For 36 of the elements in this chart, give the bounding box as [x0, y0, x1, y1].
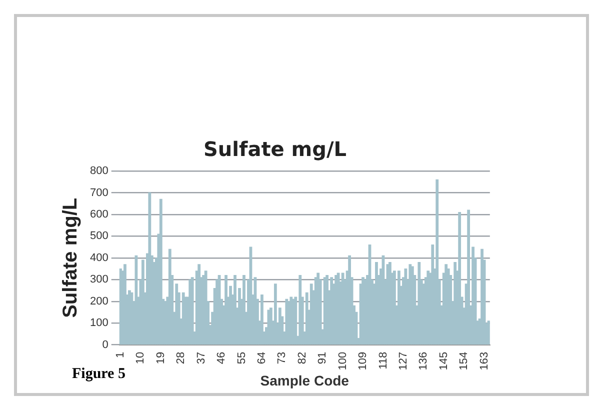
bar	[134, 255, 138, 345]
x-tick-label: 1	[114, 352, 127, 358]
y-tick-label: 100	[90, 317, 108, 330]
x-tick-label: 118	[377, 352, 390, 370]
chart-title: Sulfate mg/L	[204, 137, 347, 162]
y-tick-label: 200	[90, 295, 108, 308]
y-tick-label: 400	[90, 252, 108, 264]
x-tick-label: 28	[175, 352, 188, 364]
y-tick-label: 600	[90, 208, 108, 220]
x-tick-label: 100	[336, 352, 349, 370]
caption: Figure 5	[72, 366, 126, 383]
bar	[159, 198, 162, 345]
y-tick-label: 300	[90, 274, 108, 286]
x-tick-label: 64	[256, 352, 268, 364]
x-tick-label: 163	[478, 352, 490, 370]
bar	[148, 192, 152, 345]
x-tick-label: 55	[236, 352, 248, 364]
y-tick-label: 500	[90, 230, 108, 242]
x-tick-label: 145	[438, 352, 450, 370]
x-tick-label: 127	[397, 352, 410, 370]
y-axis-title: Sulfate mg/L	[60, 198, 82, 318]
x-tick-label: 154	[458, 352, 470, 370]
x-axis-title: Sample Code	[260, 372, 350, 388]
x-tick-label: 46	[216, 352, 228, 364]
x-tick-label: 19	[154, 352, 167, 364]
y-tick-label: 800	[90, 165, 108, 178]
x-tick-label: 91	[316, 352, 329, 364]
x-tick-label: 73	[276, 352, 288, 364]
y-tick-label: 0	[102, 338, 108, 351]
y-tick-label: 700	[90, 186, 108, 199]
x-tick-label: 82	[296, 352, 308, 364]
x-tick-label: 37	[195, 352, 208, 364]
x-tick-label: 136	[418, 352, 430, 370]
x-tick-label: 109	[357, 352, 370, 370]
x-tick-label: 10	[134, 352, 147, 364]
bar	[467, 210, 470, 345]
